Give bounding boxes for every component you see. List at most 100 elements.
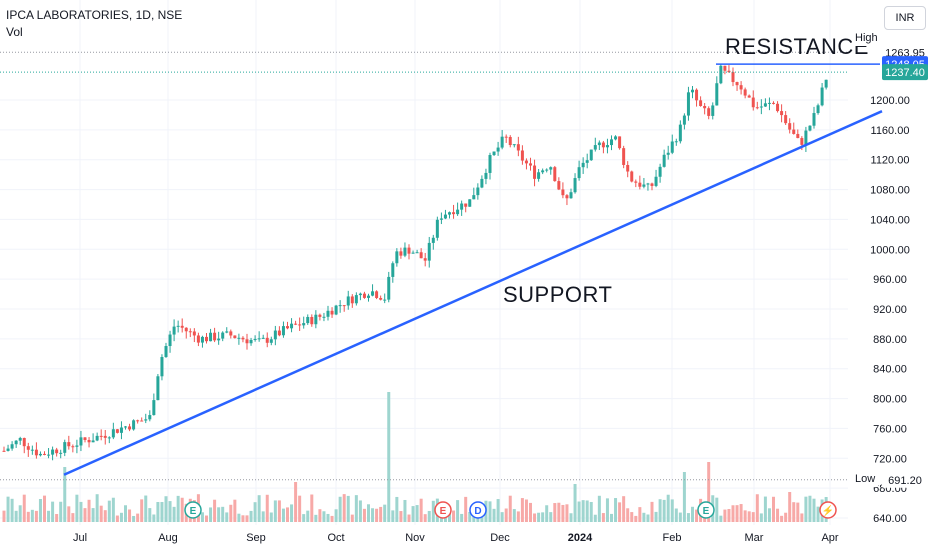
- symbol-title[interactable]: IPCA LABORATORIES, 1D, NSE: [6, 8, 183, 22]
- candle-body: [504, 136, 508, 138]
- candle-body: [630, 171, 634, 182]
- candle-body: [561, 189, 565, 196]
- candle-body: [577, 167, 581, 179]
- volume-bar: [148, 508, 152, 522]
- y-tick-label: 1160.00: [871, 125, 910, 137]
- volume-bar: [399, 511, 403, 522]
- volume-bar: [180, 497, 184, 522]
- x-tick-label: Apr: [821, 532, 838, 544]
- candle-body: [618, 136, 622, 149]
- candle-body: [423, 258, 427, 261]
- volume-bar: [719, 515, 723, 522]
- candle-body: [512, 144, 516, 146]
- candle-body: [415, 252, 419, 254]
- candle-body: [792, 129, 796, 134]
- volume-bar: [160, 502, 164, 522]
- candle-body: [500, 136, 504, 148]
- candle-body: [597, 142, 601, 146]
- volume-bar: [662, 499, 666, 522]
- candle-body: [784, 115, 788, 124]
- x-tick-label: Dec: [490, 532, 510, 544]
- volume-bar: [792, 502, 796, 522]
- time-axis[interactable]: Jul Aug Sep Oct Nov Dec 2024 Feb Mar Apr: [73, 532, 839, 544]
- volume-bar: [448, 510, 451, 522]
- event-markers[interactable]: E E D E ⚡: [184, 501, 837, 519]
- candle-body: [261, 337, 265, 339]
- volume-bar: [75, 494, 79, 522]
- dividend-event-icon[interactable]: [469, 501, 487, 519]
- volume-bar: [265, 494, 269, 522]
- candle-body: [796, 133, 800, 139]
- candle-body: [508, 136, 512, 146]
- candle-body: [529, 163, 532, 166]
- candle-body: [367, 295, 370, 298]
- candle-body: [703, 105, 707, 109]
- earnings-event-icon[interactable]: [697, 501, 715, 519]
- candle-body: [565, 195, 569, 199]
- earnings-event-icon[interactable]: [434, 501, 452, 519]
- candle-body: [569, 192, 573, 199]
- y-tick-label: 880.00: [873, 334, 907, 346]
- candle-body: [318, 314, 322, 317]
- candle-body: [678, 124, 682, 142]
- volume-bar: [520, 498, 524, 522]
- x-tick-label: Oct: [327, 532, 344, 544]
- volume-bar: [622, 496, 626, 522]
- volume-bar: [213, 499, 217, 522]
- price-axis[interactable]: 640.00680.00720.00760.00800.00840.00880.…: [870, 95, 910, 525]
- candle-body: [257, 338, 261, 340]
- flash-event-icon[interactable]: [819, 501, 837, 519]
- candle-body: [391, 263, 395, 277]
- volume-bar: [646, 514, 650, 522]
- candle-body: [427, 242, 431, 261]
- y-tick-label: 960.00: [873, 274, 907, 286]
- support-annotation[interactable]: SUPPORT: [503, 282, 613, 307]
- candle-body: [358, 293, 362, 296]
- candle-body: [772, 102, 775, 104]
- candle-body: [585, 160, 589, 163]
- volume-bar: [626, 508, 630, 522]
- x-tick-label: Aug: [158, 532, 178, 544]
- y-tick-label: 1000.00: [870, 244, 910, 256]
- candle-body: [666, 152, 670, 155]
- volume-bar: [561, 504, 565, 522]
- volume-bar: [504, 508, 508, 522]
- candle-body: [492, 151, 496, 156]
- candle-body: [253, 338, 257, 340]
- volume-bar: [245, 515, 249, 522]
- candle-body: [549, 167, 553, 170]
- candle-body: [387, 276, 391, 300]
- candle-body: [686, 92, 690, 116]
- currency-button[interactable]: INR: [884, 6, 926, 30]
- support-trendline[interactable]: [63, 110, 883, 476]
- volume-bar: [577, 501, 581, 522]
- resistance-annotation[interactable]: RESISTANCE: [725, 34, 869, 59]
- volume-bar: [71, 513, 75, 522]
- volume-bar: [573, 484, 577, 522]
- low-tag: [882, 471, 928, 488]
- volume-bar: [605, 498, 609, 522]
- volume-bar: [132, 515, 136, 522]
- candle-body: [605, 145, 609, 148]
- volume-bar: [727, 509, 731, 522]
- candle-body: [213, 332, 217, 341]
- volume-bar: [516, 511, 520, 522]
- candle-body: [34, 449, 38, 456]
- volume-bar: [371, 508, 375, 522]
- candle-body: [520, 150, 524, 161]
- candle-body: [375, 291, 379, 298]
- earnings-event-icon[interactable]: [184, 501, 202, 519]
- volume-legend[interactable]: Vol: [6, 25, 23, 39]
- volume-bar: [286, 507, 289, 522]
- candle-body: [727, 70, 731, 73]
- candle-body: [314, 314, 318, 325]
- x-tick-label: Nov: [405, 532, 425, 544]
- candle-body: [87, 439, 91, 443]
- volume-bar: [79, 501, 83, 522]
- y-tick-label: 1080.00: [870, 185, 910, 197]
- volume-bar: [229, 504, 233, 522]
- candle-body: [395, 251, 399, 264]
- volume-bar: [63, 467, 67, 522]
- candle-body: [136, 420, 140, 422]
